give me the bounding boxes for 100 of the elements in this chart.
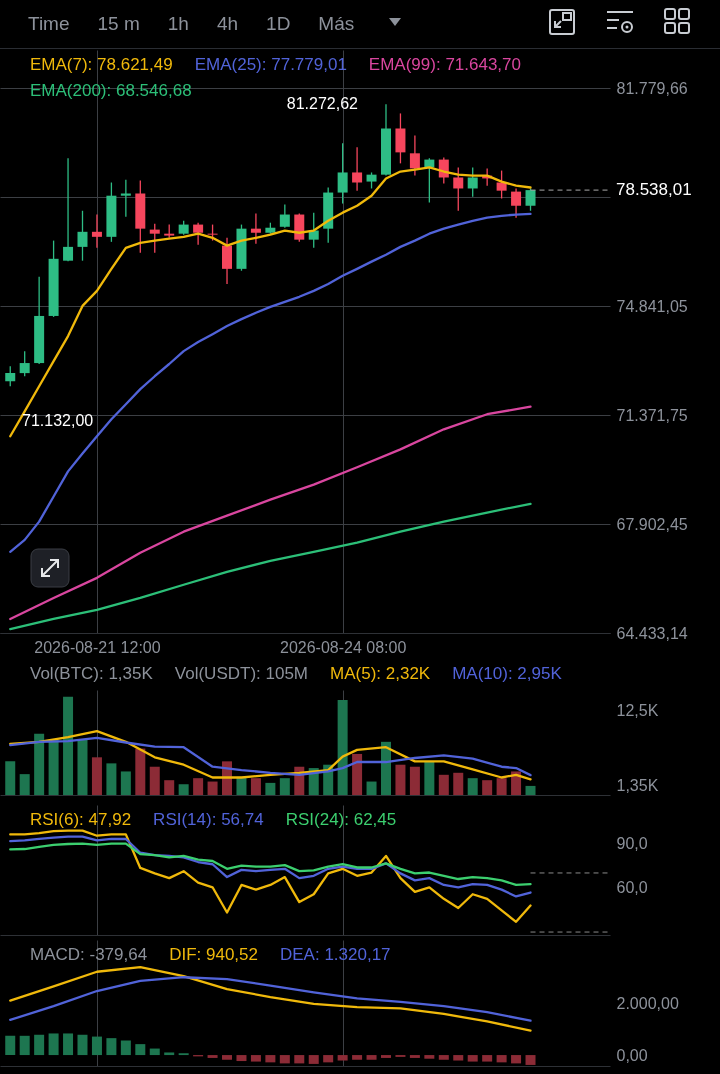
y-tick-label: 12,5K: [616, 702, 659, 720]
bar: [424, 762, 435, 795]
bar: [438, 774, 449, 795]
annotation: 71.132,00: [22, 412, 94, 430]
candlestick: [409, 134, 420, 177]
y-tick-label: 90,0: [616, 834, 648, 852]
bar: [424, 1055, 435, 1059]
candlestick: [496, 169, 507, 200]
bar: [120, 1040, 131, 1056]
bar: [366, 1055, 377, 1060]
line-series: [9, 976, 532, 1022]
bar: [525, 1055, 536, 1065]
bar: [409, 1055, 420, 1058]
bar: [453, 1055, 464, 1061]
bar: [496, 778, 507, 795]
y-tick-label: 74.841,05: [616, 297, 688, 315]
text: Vol(BTC): 1,35K: [30, 664, 153, 684]
line-series: [9, 212, 532, 553]
bar: [63, 1033, 74, 1056]
y-tick-label: 0,00: [616, 1046, 648, 1064]
annotation: 81.272,62: [286, 95, 359, 113]
bar: [135, 748, 146, 795]
bar: [77, 1034, 88, 1056]
bar: [149, 766, 160, 795]
bar: [5, 1035, 16, 1056]
bar: [19, 774, 30, 795]
bar: [236, 776, 247, 795]
text: 4h: [216, 13, 239, 35]
x-tick-label: 2026-08-21 12:00: [34, 638, 161, 656]
bar: [149, 1048, 160, 1056]
candlestick: [250, 212, 261, 245]
candlestick: [5, 365, 16, 387]
text: EMA(99): 71.643,70: [368, 55, 522, 75]
bar: [482, 1055, 493, 1062]
series-label: RSI(6): 47,92: [30, 810, 132, 830]
bar: [409, 766, 420, 795]
bar: [5, 761, 16, 795]
candlestick: [77, 210, 88, 262]
candlestick: [193, 222, 204, 246]
bar: [279, 778, 290, 795]
text: 1D: [266, 13, 291, 35]
y-tick-label: 1,35K: [616, 777, 659, 795]
bar: [395, 764, 406, 795]
candlestick: [453, 166, 464, 212]
bar: [236, 1055, 247, 1062]
bar: [337, 1055, 348, 1061]
text: MA(5): 2,32K: [330, 664, 431, 684]
candlestick: [63, 157, 74, 262]
bar: [352, 1055, 363, 1060]
candlestick: [511, 187, 522, 219]
bar: [323, 1055, 334, 1063]
bar: [380, 1055, 391, 1058]
bar: [352, 753, 363, 795]
bar: [265, 1055, 276, 1063]
bar: [34, 1034, 45, 1056]
candlestick: [467, 166, 478, 198]
y-tick-label: 67.902,45: [616, 515, 688, 533]
candlestick: [19, 350, 30, 377]
bar: [178, 784, 189, 795]
candlestick: [395, 112, 406, 164]
line-series: [9, 835, 532, 898]
ref-line-label: 78.538,01: [616, 180, 692, 200]
x-tick-label: 2026-08-24 08:00: [279, 638, 407, 656]
text: EMA(25): 77.779,01: [194, 55, 347, 75]
bar: [164, 780, 175, 795]
text: Vol(USDT): 105M: [174, 664, 309, 684]
y-tick-label: 60,0: [616, 879, 648, 897]
bar: [279, 1055, 290, 1064]
bar: [453, 772, 464, 795]
bar: [63, 696, 74, 795]
y-tick-label: 64.433,14: [616, 624, 688, 642]
text: EMA(200): 68.546,68: [30, 81, 192, 101]
bar: [467, 1055, 478, 1062]
line-series: [9, 965, 532, 1032]
candlestick: [525, 187, 536, 212]
line-series: [9, 502, 532, 631]
bar: [496, 1055, 507, 1063]
series-label: DIF: 940,52: [169, 945, 258, 965]
candlestick: [337, 142, 348, 205]
series-label: RSI(14): 56,74: [153, 810, 264, 830]
bar: [294, 1055, 305, 1064]
bar: [207, 781, 218, 795]
candlestick: [149, 222, 160, 254]
bar: [77, 739, 88, 795]
bar: [366, 781, 377, 795]
bar: [380, 741, 391, 795]
bar: [135, 1044, 146, 1056]
candlestick: [120, 179, 131, 218]
candlestick: [222, 237, 233, 285]
bar: [164, 1052, 175, 1056]
bar: [525, 785, 536, 795]
candlestick: [308, 212, 319, 249]
text: MA(10): 2,95K: [452, 664, 562, 684]
bar: [337, 700, 348, 795]
bar: [106, 1038, 117, 1056]
bar: [91, 757, 102, 795]
line-series: [9, 729, 532, 781]
candlestick: [279, 203, 290, 229]
bar: [308, 1055, 319, 1064]
bar: [482, 780, 493, 795]
